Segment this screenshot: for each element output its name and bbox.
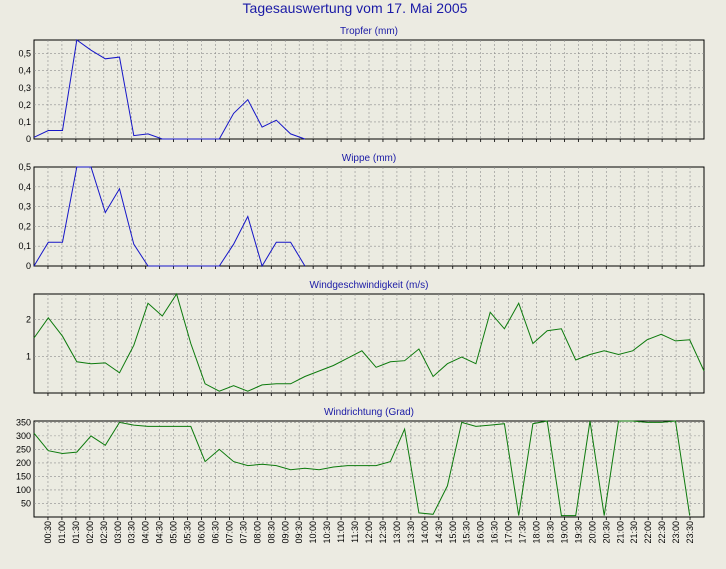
x-tick-label: 19:00 [559, 521, 569, 544]
panel-title: Windrichtung (Grad) [324, 407, 414, 418]
x-tick-label: 22:00 [643, 521, 653, 544]
x-tick-label: 07:30 [238, 521, 248, 544]
y-tick-label: 0,5 [18, 49, 31, 59]
panel-title: Windgeschwindigkeit (m/s) [310, 280, 429, 291]
x-tick-label: 07:00 [224, 521, 234, 544]
x-tick-label: 06:00 [197, 521, 207, 544]
series-line [33, 166, 306, 268]
x-tick-label: 20:30 [601, 521, 611, 544]
x-tick-label: 12:00 [364, 521, 374, 544]
x-tick-label: 11:00 [336, 521, 346, 543]
series-line [33, 292, 705, 392]
y-tick-label: 100 [16, 485, 31, 495]
x-tick-label: 15:30 [462, 521, 472, 544]
x-tick-label: 02:00 [85, 521, 95, 544]
panel-title: Tropfer (mm) [340, 26, 398, 37]
x-tick-label: 21:00 [615, 521, 625, 544]
y-tick-label: 150 [16, 471, 31, 481]
x-tick-label: 12:30 [378, 521, 388, 544]
x-tick-label: 21:30 [629, 521, 639, 544]
series-line [33, 39, 306, 140]
x-tick-label: 08:30 [266, 521, 276, 544]
y-tick-label: 350 [16, 417, 31, 427]
x-tick-label: 19:30 [573, 521, 583, 544]
panel-title: Wippe (mm) [342, 153, 396, 164]
chart-panel-4: Windrichtung (Grad) 50 100 150 200 250 300 350 [16, 407, 705, 520]
x-tick-label: 09:00 [280, 521, 290, 544]
y-tick-label: 0,1 [18, 117, 31, 127]
x-tick-label: 05:30 [183, 521, 193, 544]
x-tick-label: 23:30 [685, 521, 695, 544]
y-tick-label: 50 [21, 498, 31, 508]
y-tick-label: 0,2 [18, 100, 31, 110]
x-tick-label: 15:00 [448, 521, 458, 544]
x-tick-label: 16:30 [490, 521, 500, 544]
x-tick-label: 11:30 [350, 521, 360, 543]
x-tick-label: 08:00 [252, 521, 262, 544]
y-tick-label: 0,1 [18, 241, 31, 251]
x-tick-label: 03:00 [113, 521, 123, 544]
x-tick-label: 18:00 [532, 521, 542, 544]
y-tick-label: 250 [16, 444, 31, 454]
y-tick-label: 0 [26, 261, 31, 271]
x-tick-label: 01:30 [71, 521, 81, 544]
x-tick-label: 10:00 [308, 521, 318, 544]
y-tick-label: 0 [26, 134, 31, 144]
x-tick-label: 23:00 [671, 521, 681, 544]
chart-panel-3: Windgeschwindigkeit (m/s) 1 2 [26, 280, 705, 396]
x-tick-label: 10:30 [322, 521, 332, 544]
y-tick-label: 200 [16, 458, 31, 468]
x-tick-label: 14:30 [434, 521, 444, 544]
y-tick-label: 1 [26, 351, 31, 361]
y-tick-label: 0,3 [18, 202, 31, 212]
y-tick-label: 0,3 [18, 83, 31, 93]
x-tick-label: 17:30 [518, 521, 528, 544]
page-title: Tagesauswertung vom 17. Mai 2005 [243, 0, 468, 16]
chart-panel-1: Tropfer (mm) 0 0,1 0,2 0,3 0,4 0,5 [18, 26, 705, 144]
x-tick-label: 09:30 [294, 521, 304, 544]
x-tick-label: 16:00 [476, 521, 486, 544]
x-tick-label: 20:00 [587, 521, 597, 544]
y-tick-label: 2 [26, 315, 31, 325]
y-tick-label: 0,2 [18, 221, 31, 231]
x-tick-label: 13:00 [392, 521, 402, 544]
y-tick-label: 300 [16, 431, 31, 441]
x-tick-label: 22:30 [657, 521, 667, 544]
x-tick-label: 05:00 [169, 521, 179, 544]
x-tick-label: 13:30 [406, 521, 416, 544]
x-tick-label: 17:00 [504, 521, 514, 544]
x-tick-label: 06:30 [210, 521, 220, 544]
x-tick-label: 02:30 [99, 521, 109, 544]
x-tick-label: 04:00 [141, 521, 151, 544]
x-tick-label: 01:00 [57, 521, 67, 544]
y-tick-label: 0,5 [18, 162, 31, 172]
x-tick-label: 14:00 [420, 521, 430, 544]
x-tick-label: 00:30 [43, 521, 53, 544]
series-line [33, 420, 691, 517]
y-tick-label: 0,4 [18, 182, 31, 192]
chart-panel-2: Wippe (mm) 0 0,1 0,2 0,3 0,4 0,5 [18, 153, 705, 271]
x-tick-label: 04:30 [155, 521, 165, 544]
x-tick-label: 03:30 [127, 521, 137, 544]
y-tick-label: 0,4 [18, 66, 31, 76]
x-tick-label: 18:30 [545, 521, 555, 544]
